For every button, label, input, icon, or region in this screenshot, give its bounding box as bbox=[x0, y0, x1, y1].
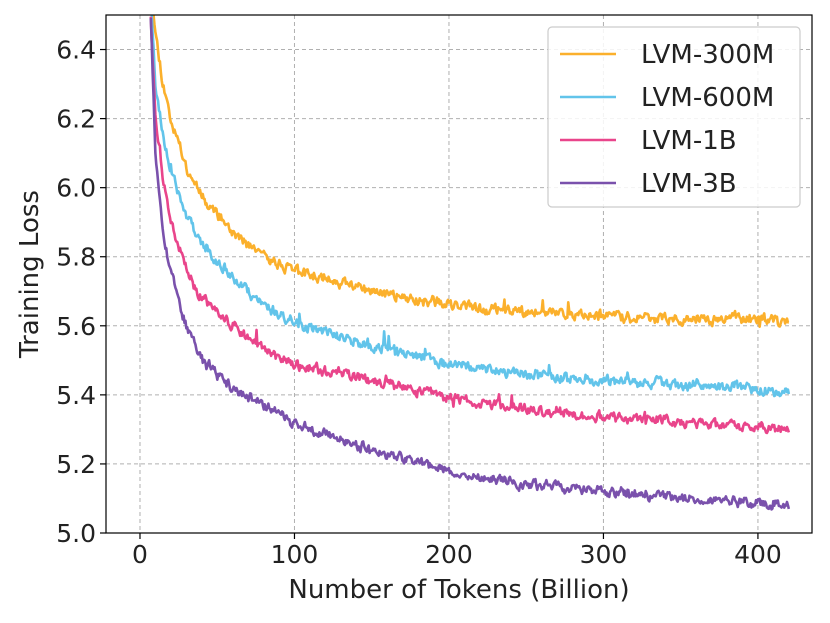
y-tick-label: 6.2 bbox=[56, 105, 96, 134]
plot-frame bbox=[105, 14, 813, 534]
legend-label-lvm-300m: LVM-300M bbox=[641, 40, 774, 70]
legend-label-lvm-1b: LVM-1B bbox=[641, 126, 737, 156]
x-tick-label: 400 bbox=[734, 540, 782, 569]
y-tick-label: 5.4 bbox=[56, 381, 96, 410]
legend: LVM-300M LVM-600M LVM-1B LVM-3B bbox=[547, 26, 801, 208]
series-line-lvm-300m bbox=[152, 15, 790, 329]
x-tick-label: 0 bbox=[132, 540, 148, 569]
legend-label-lvm-3b: LVM-3B bbox=[641, 169, 737, 199]
legend-label-lvm-600m: LVM-600M bbox=[641, 83, 774, 113]
series-layer bbox=[149, 15, 791, 511]
x-tick-label: 300 bbox=[580, 540, 628, 569]
y-axis: 5.0 5.2 5.4 5.6 5.8 6.0 6.2 6.4 bbox=[56, 36, 106, 548]
legend-box bbox=[547, 26, 801, 208]
y-tick-label: 6.0 bbox=[56, 174, 96, 203]
series-line-lvm-1b bbox=[149, 16, 791, 435]
series-line-lvm-600m bbox=[150, 15, 791, 398]
y-tick-label: 6.4 bbox=[56, 36, 96, 65]
y-axis-label: Training Loss bbox=[15, 190, 45, 359]
x-tick-label: 200 bbox=[425, 540, 473, 569]
x-axis: 0 100 200 300 400 bbox=[132, 533, 782, 569]
y-tick-label: 5.8 bbox=[56, 243, 96, 272]
y-tick-label: 5.6 bbox=[56, 312, 96, 341]
x-tick-label: 100 bbox=[271, 540, 319, 569]
y-tick-label: 5.2 bbox=[56, 450, 96, 479]
y-tick-label: 5.0 bbox=[56, 519, 96, 548]
x-axis-label: Number of Tokens (Billion) bbox=[288, 575, 629, 605]
series-line-lvm-3b bbox=[149, 18, 791, 511]
